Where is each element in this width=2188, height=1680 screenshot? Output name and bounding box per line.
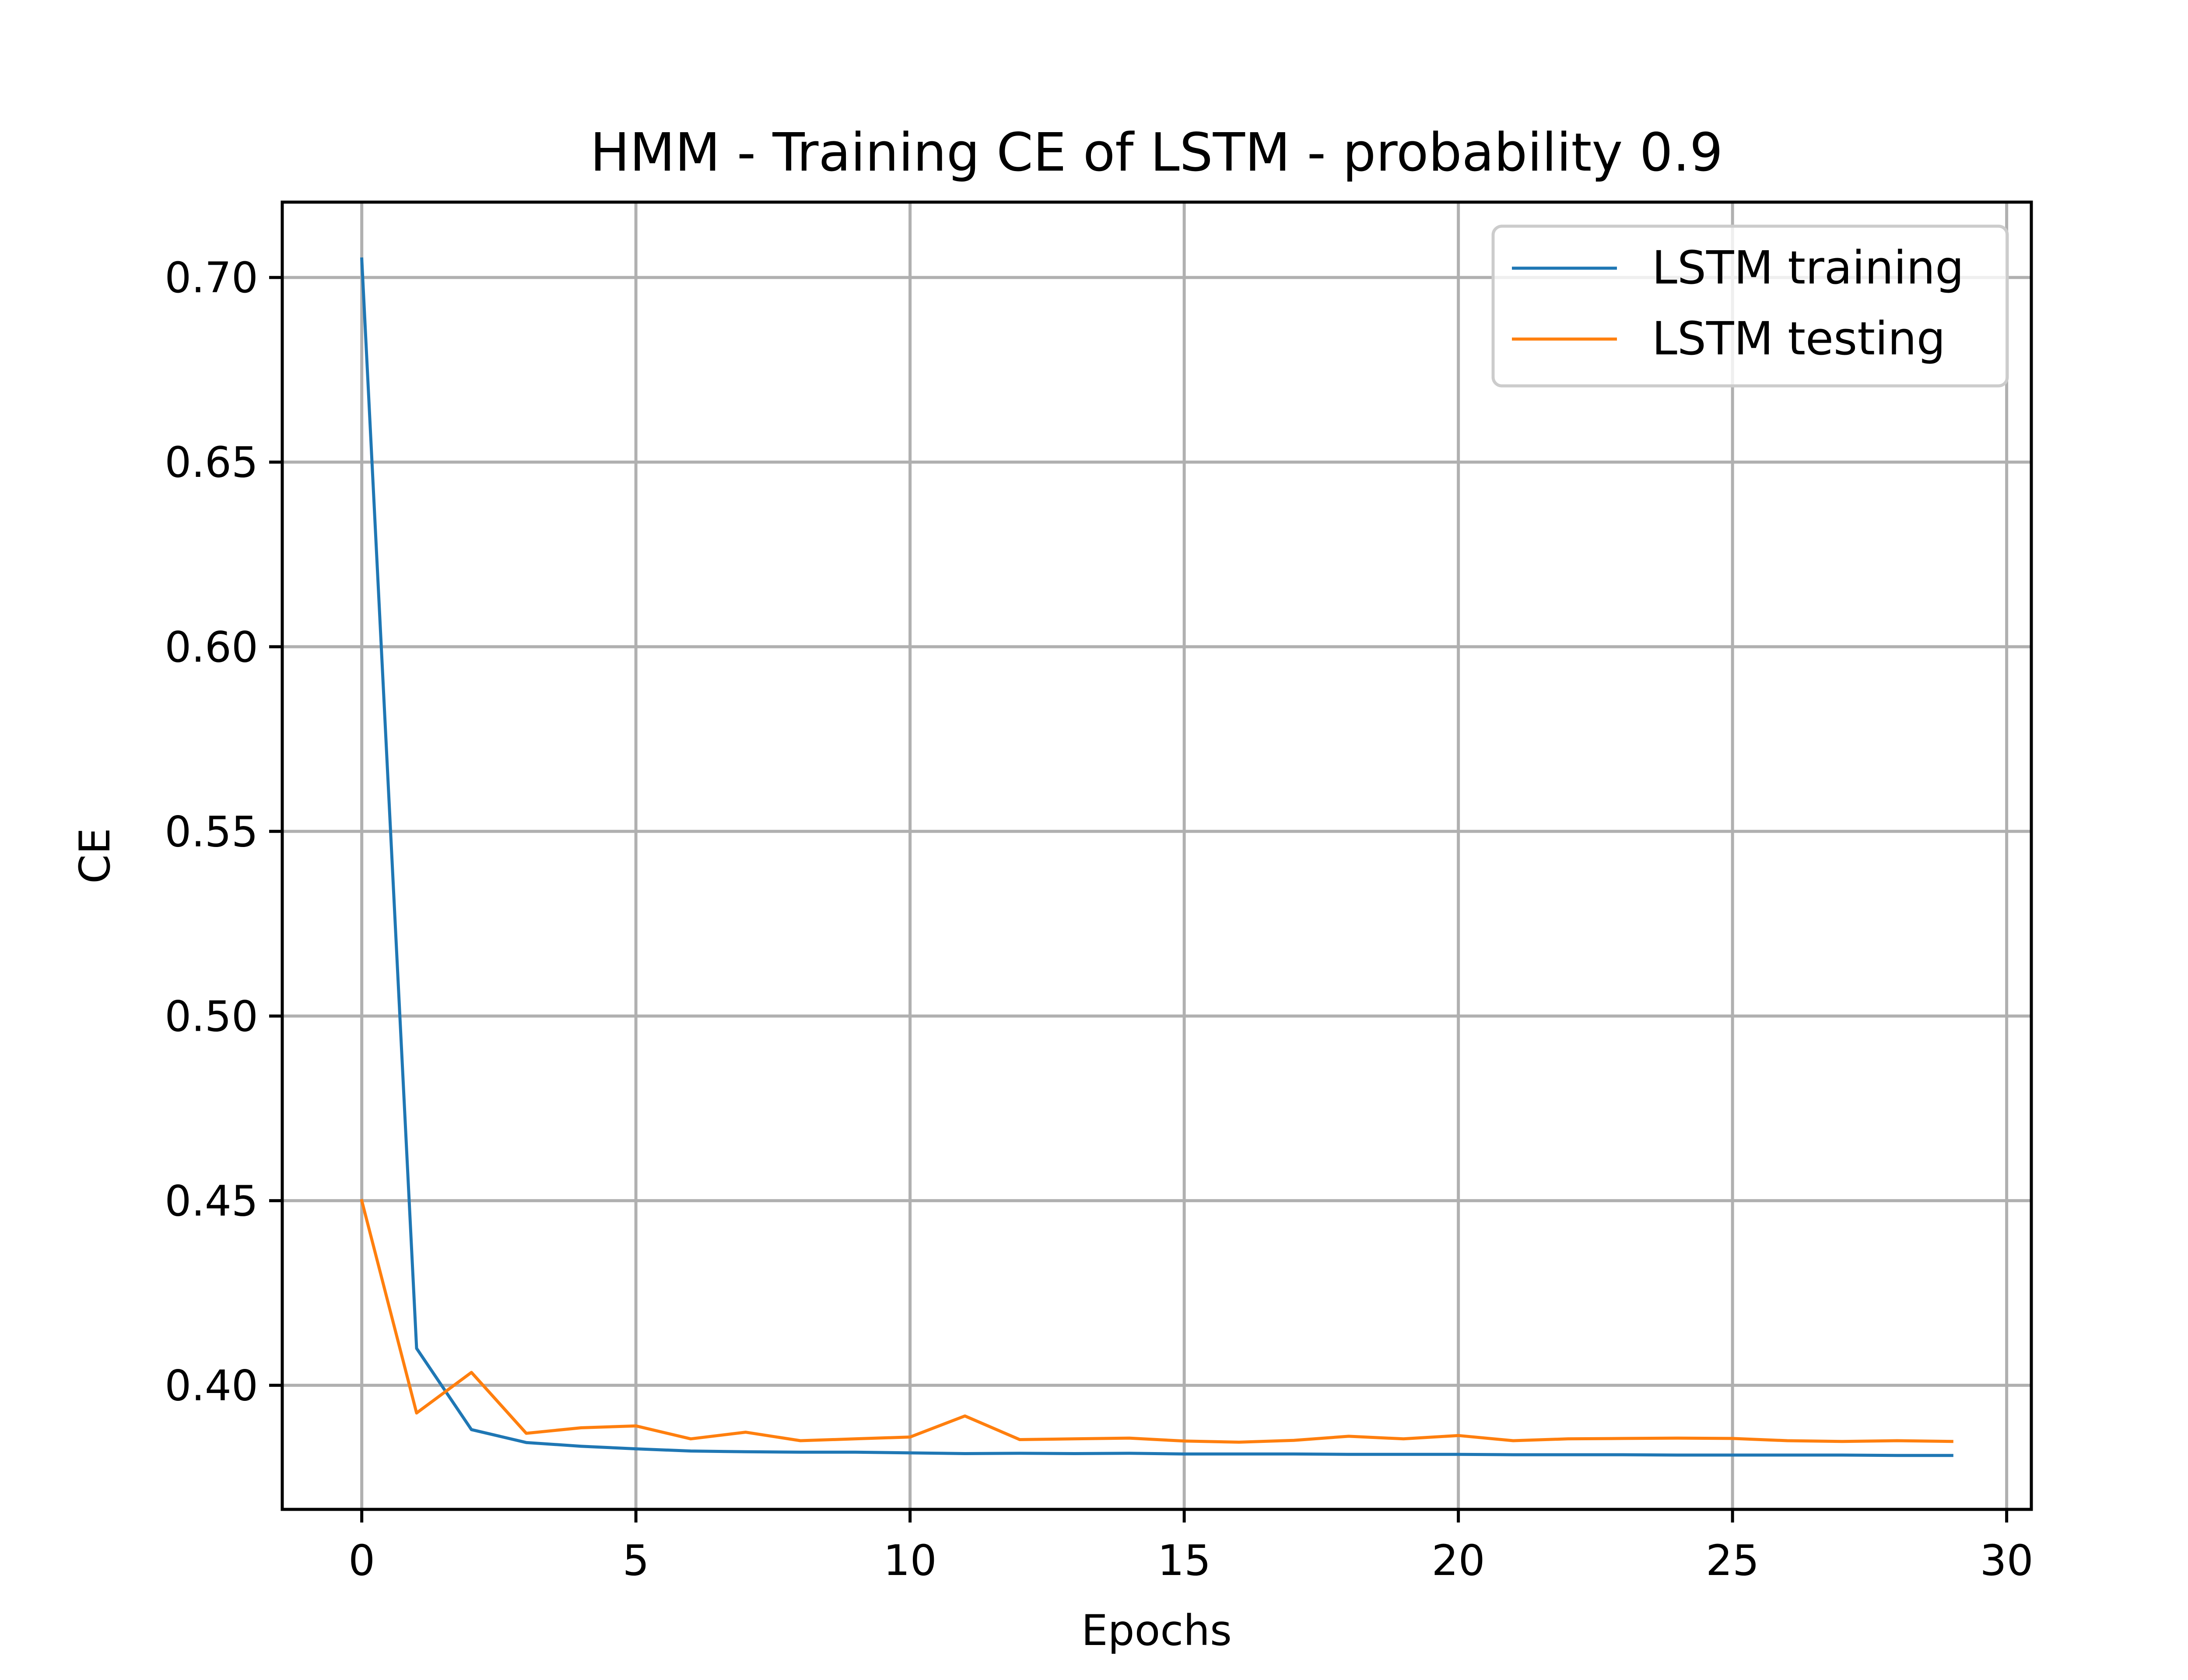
series-line-testing: [360, 1199, 1953, 1444]
series-line-training: [360, 257, 1953, 1457]
y-tick-label: 0.70: [165, 253, 258, 302]
x-tick-label: 15: [1157, 1536, 1211, 1585]
legend-label-testing: LSTM testing: [1652, 312, 1946, 365]
chart-title: HMM - Training CE of LSTM - probability …: [590, 122, 1723, 183]
x-tick-label: 10: [884, 1536, 937, 1585]
x-tick-label: 25: [1706, 1536, 1759, 1585]
y-tick-label: 0.50: [165, 992, 258, 1041]
x-tick-label: 20: [1432, 1536, 1485, 1585]
y-tick-label: 0.40: [165, 1361, 258, 1410]
plot-area: [282, 202, 2031, 1509]
legend: LSTM training LSTM testing: [1491, 224, 2009, 388]
grid: [282, 202, 2031, 1509]
x-tick-label: 30: [1980, 1536, 2034, 1585]
legend-label-training: LSTM training: [1652, 241, 1964, 294]
x-axis-label: Epochs: [1081, 1606, 1232, 1655]
x-tick-label: 0: [348, 1536, 375, 1585]
series-layer: [360, 257, 1953, 1457]
axis-ticks: 0 5 10 15 20 25 30 0.40 0.45 0.50 0.55 0.60 0.65 0.70: [165, 253, 2033, 1585]
legend-box: [1491, 224, 2009, 388]
y-tick-label: 0.55: [165, 807, 258, 856]
y-tick-label: 0.60: [165, 623, 258, 672]
y-axis-label: CE: [70, 828, 119, 884]
y-tick-label: 0.65: [165, 438, 258, 487]
plot-frame: [281, 200, 2033, 1511]
y-tick-label: 0.45: [165, 1176, 258, 1225]
x-tick-label: 5: [623, 1536, 649, 1585]
